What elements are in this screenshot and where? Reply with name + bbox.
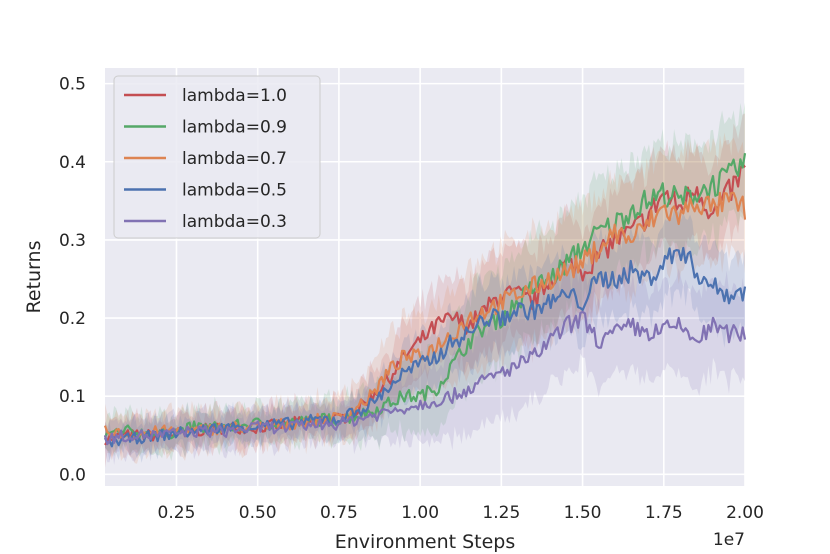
legend-label: lambda=0.5	[182, 181, 287, 201]
y-tick-label: 0.1	[59, 387, 86, 407]
y-tick-label: 0.5	[59, 75, 86, 95]
y-axis-title: Returns	[23, 241, 45, 314]
y-tick-label: 0.2	[59, 309, 86, 329]
legend-label: lambda=0.7	[182, 149, 287, 169]
x-tick-labels: 0.25 0.50 0.75 1.00 1.25 1.50 1.75 2.00	[158, 503, 764, 523]
legend-box	[113, 75, 321, 239]
y-tick-label: 0.0	[59, 465, 86, 485]
x-tick-label: 1.25	[482, 503, 520, 523]
series-lines	[103, 153, 747, 448]
x-tick-label: 1.50	[564, 503, 602, 523]
x-tick-label: 0.25	[158, 503, 196, 523]
series-line	[103, 246, 747, 448]
x-offset-label: 1e7	[713, 530, 745, 550]
legend-label: lambda=0.3	[182, 212, 287, 232]
y-tick-labels: 0.0 0.1 0.2 0.3 0.4 0.5	[59, 75, 86, 486]
legend: lambda=1.0 lambda=0.9 lambda=0.7 lambda=0.5…	[113, 75, 321, 239]
x-axis-title: Environment Steps	[335, 531, 516, 553]
y-tick-label: 0.3	[59, 231, 86, 251]
x-tick-label: 1.00	[401, 503, 439, 523]
y-tick-label: 0.4	[59, 153, 86, 173]
confidence-band	[105, 102, 745, 462]
legend-label: lambda=0.9	[182, 118, 287, 138]
x-tick-label: 2.00	[726, 503, 764, 523]
x-tick-label: 1.75	[645, 503, 683, 523]
x-tick-label: 0.50	[239, 503, 277, 523]
series-line	[103, 310, 747, 446]
legend-label: lambda=1.0	[182, 86, 287, 106]
confidence-band	[105, 132, 745, 464]
x-tick-label: 0.75	[320, 503, 358, 523]
